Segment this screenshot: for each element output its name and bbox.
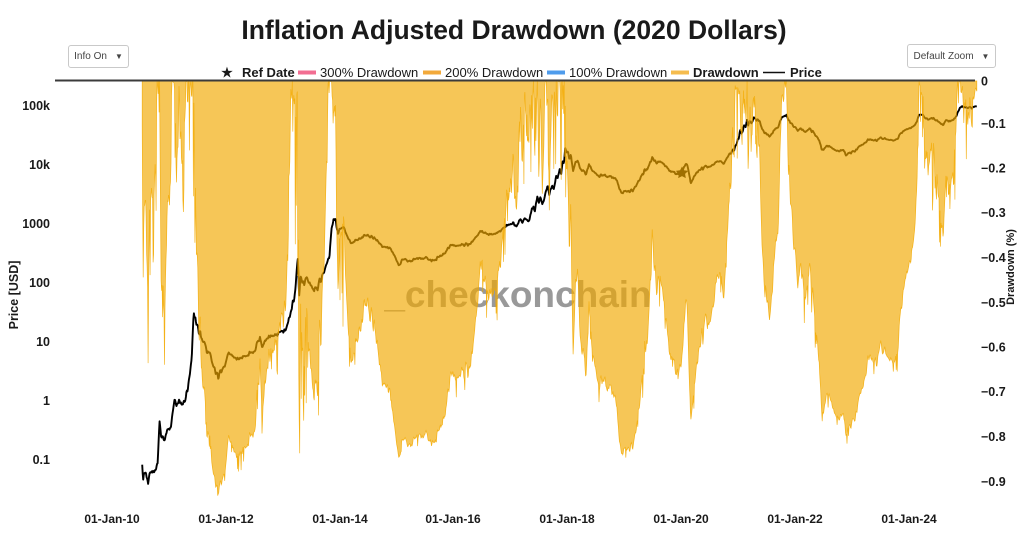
svg-text:0: 0: [981, 75, 988, 89]
svg-text:−0.2: −0.2: [981, 162, 1006, 176]
svg-text:Price: Price: [790, 65, 822, 80]
svg-text:−0.4: −0.4: [981, 251, 1006, 265]
svg-text:10: 10: [36, 335, 50, 349]
svg-text:★: ★: [220, 65, 233, 82]
svg-text:01-Jan-22: 01-Jan-22: [767, 512, 823, 526]
svg-text:100: 100: [29, 276, 50, 290]
svg-text:01-Jan-20: 01-Jan-20: [653, 512, 709, 526]
svg-text:Drawdown: Drawdown: [693, 65, 759, 80]
svg-text:1: 1: [43, 394, 50, 408]
svg-text:0.1: 0.1: [33, 453, 50, 467]
svg-text:10k: 10k: [29, 158, 50, 172]
svg-text:Ref Date: Ref Date: [242, 65, 295, 80]
svg-text:−0.8: −0.8: [981, 430, 1006, 444]
svg-text:01-Jan-12: 01-Jan-12: [198, 512, 254, 526]
svg-text:Inflation Adjusted Drawdown (2: Inflation Adjusted Drawdown (2020 Dollar…: [241, 15, 786, 45]
svg-text:300% Drawdown: 300% Drawdown: [320, 65, 418, 80]
svg-text:1000: 1000: [22, 217, 50, 231]
svg-text:−0.1: −0.1: [981, 117, 1006, 131]
svg-text:100k: 100k: [22, 99, 50, 113]
svg-text:−0.9: −0.9: [981, 475, 1006, 489]
svg-text:−0.6: −0.6: [981, 341, 1006, 355]
svg-text:200% Drawdown: 200% Drawdown: [445, 65, 543, 80]
svg-text:01-Jan-10: 01-Jan-10: [84, 512, 140, 526]
svg-text:−0.5: −0.5: [981, 296, 1006, 310]
svg-text:Drawdown (%): Drawdown (%): [1005, 229, 1017, 305]
svg-text:01-Jan-18: 01-Jan-18: [539, 512, 595, 526]
svg-text:100% Drawdown: 100% Drawdown: [569, 65, 667, 80]
svg-text:01-Jan-24: 01-Jan-24: [881, 512, 937, 526]
svg-text:Price [USD]: Price [USD]: [7, 261, 21, 330]
svg-text:−0.7: −0.7: [981, 385, 1006, 399]
svg-text:−0.3: −0.3: [981, 206, 1006, 220]
svg-text:01-Jan-14: 01-Jan-14: [312, 512, 368, 526]
svg-text:01-Jan-16: 01-Jan-16: [425, 512, 481, 526]
